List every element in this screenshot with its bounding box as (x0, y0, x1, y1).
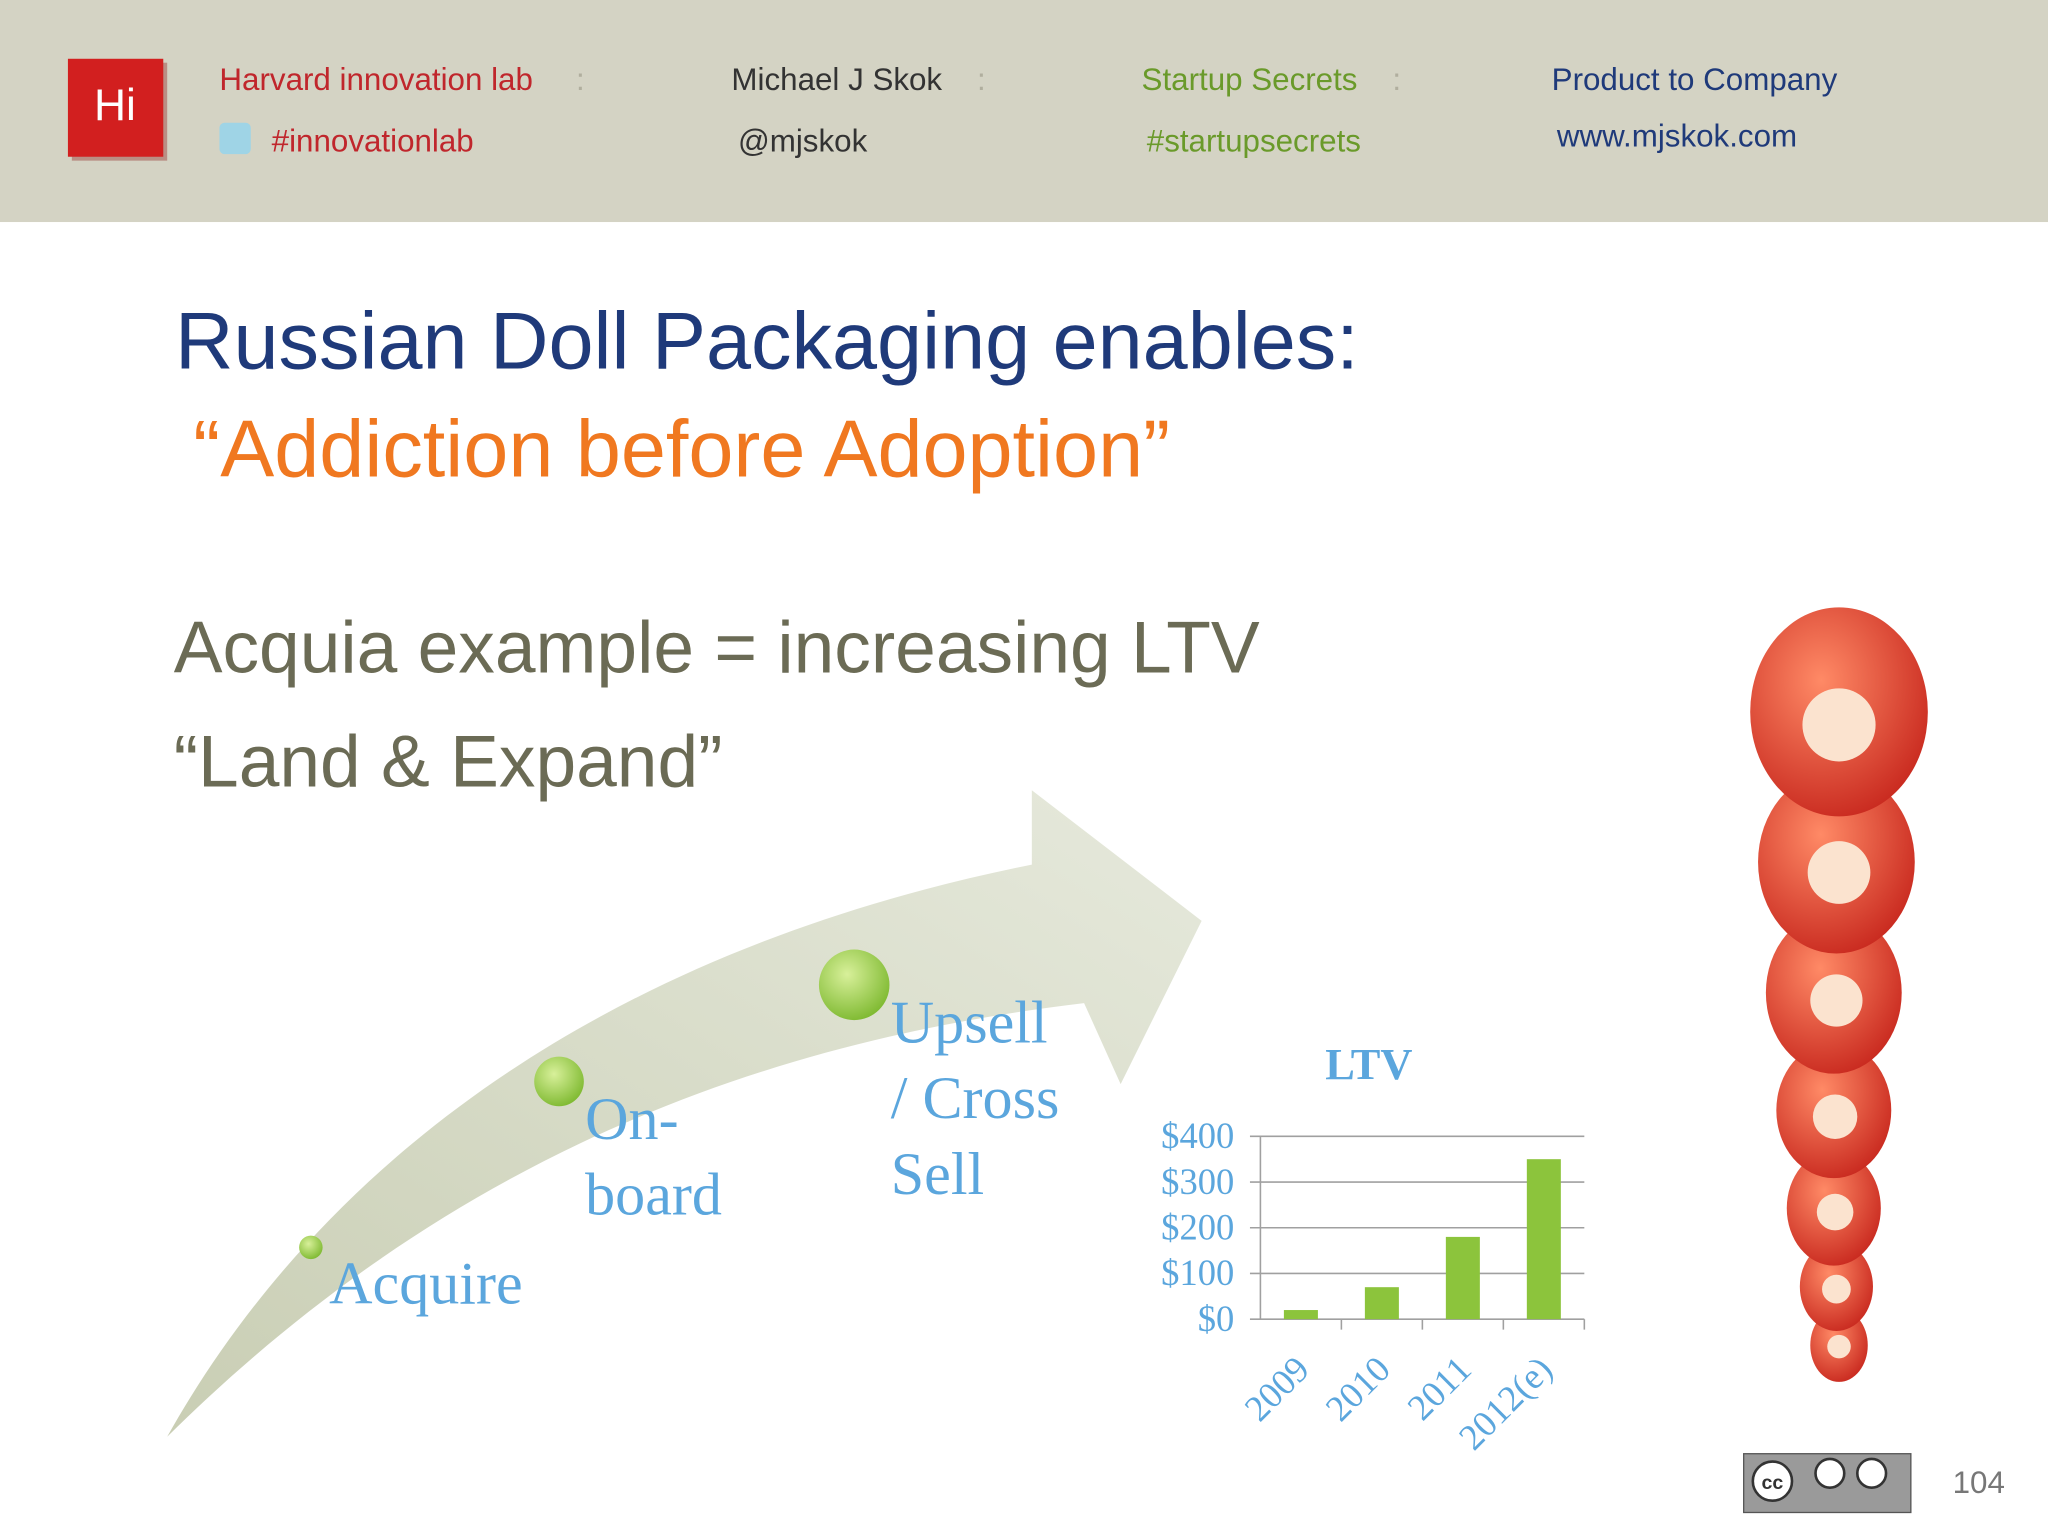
bar (1445, 1236, 1480, 1320)
y-tick-label: $100 (1161, 1252, 1234, 1293)
chart-title: LTV (1325, 1039, 1412, 1089)
russian-dolls (1750, 607, 1928, 1382)
slide-subtitle: “Addiction before Adoption” (193, 405, 1170, 495)
bar (1364, 1287, 1399, 1320)
y-tick-label: $400 (1161, 1115, 1234, 1156)
license-text: cc (1762, 1472, 1784, 1494)
header-text: Product to Company (1552, 62, 1838, 97)
growth-arrow (167, 790, 1202, 1437)
x-tick-label: 2010 (1317, 1348, 1398, 1429)
header-text: Harvard innovation lab (219, 62, 532, 97)
step-dot (534, 1056, 584, 1107)
separator: : (576, 62, 585, 97)
y-tick-label: $0 (1198, 1298, 1235, 1339)
body-text: Acquia example = increasing LTV (174, 608, 1260, 689)
logo-text: Hi (94, 81, 136, 130)
header-text: Startup Secrets (1142, 62, 1358, 97)
body-text: “Land & Expand” (174, 721, 723, 802)
y-tick-label: $200 (1161, 1207, 1234, 1248)
header-text: #innovationlab (272, 124, 474, 159)
bar (1526, 1159, 1561, 1320)
header-text: #startupsecrets (1147, 124, 1361, 159)
slide-title: Russian Doll Packaging enables: (175, 296, 1359, 386)
step-label: On- (585, 1085, 678, 1152)
y-tick-label: $300 (1161, 1161, 1234, 1202)
header-bar (0, 0, 2048, 223)
x-tick-label: 2012(e) (1451, 1348, 1560, 1457)
license-icon (1751, 1460, 1794, 1503)
step-label: board (585, 1161, 722, 1228)
step-label: Upsell (891, 988, 1048, 1055)
header-text: Michael J Skok (731, 62, 942, 97)
step-label: Acquire (329, 1250, 522, 1317)
bar (1283, 1310, 1318, 1320)
logo-box (67, 58, 164, 157)
step-label: / Cross (891, 1064, 1060, 1131)
x-tick-label: 2009 (1236, 1348, 1317, 1429)
page-number: 104 (1953, 1465, 2005, 1500)
license-icon (1855, 1457, 1888, 1489)
separator: : (1392, 62, 1401, 97)
separator: : (977, 62, 986, 97)
header-text: @mjskok (738, 124, 868, 159)
step-dot (299, 1235, 323, 1260)
step-dot (818, 949, 890, 1021)
twitter-icon (219, 122, 251, 155)
license-icon (1814, 1457, 1846, 1489)
step-label: Sell (891, 1140, 984, 1207)
header-text: www.mjskok.com (1556, 118, 1797, 153)
